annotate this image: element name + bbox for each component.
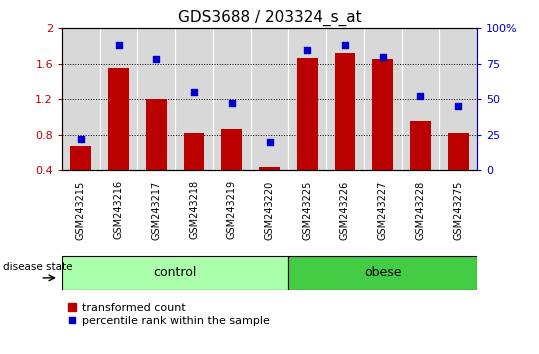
Text: GSM243216: GSM243216: [114, 181, 123, 240]
Bar: [213, 28, 251, 170]
Bar: [297, 58, 317, 170]
Point: [378, 54, 387, 59]
Bar: [222, 129, 242, 170]
Text: GSM243275: GSM243275: [453, 181, 463, 240]
Bar: [288, 28, 326, 170]
Bar: [62, 28, 100, 170]
Point: [152, 57, 161, 62]
Bar: [439, 28, 477, 170]
Text: GSM243227: GSM243227: [378, 181, 388, 240]
Bar: [108, 68, 129, 170]
Bar: [372, 59, 393, 170]
Bar: [402, 28, 439, 170]
Text: GSM243225: GSM243225: [302, 181, 312, 240]
Title: GDS3688 / 203324_s_at: GDS3688 / 203324_s_at: [178, 9, 361, 25]
Bar: [71, 146, 91, 170]
Point: [454, 103, 462, 109]
Text: GSM243228: GSM243228: [416, 181, 425, 240]
Text: GSM243219: GSM243219: [227, 181, 237, 240]
Text: disease state: disease state: [3, 262, 73, 272]
Bar: [288, 256, 477, 290]
Bar: [326, 28, 364, 170]
Point: [303, 47, 312, 52]
Bar: [146, 99, 167, 170]
Point: [190, 89, 198, 95]
Text: obese: obese: [364, 266, 402, 279]
Bar: [364, 28, 402, 170]
Bar: [410, 121, 431, 170]
Bar: [175, 28, 213, 170]
Bar: [137, 28, 175, 170]
Bar: [448, 133, 468, 170]
Point: [341, 42, 349, 48]
Point: [77, 136, 85, 142]
Bar: [100, 28, 137, 170]
Bar: [259, 167, 280, 170]
Bar: [251, 28, 288, 170]
Text: GSM243220: GSM243220: [265, 181, 274, 240]
Bar: [335, 53, 355, 170]
Point: [114, 42, 123, 48]
Bar: [62, 256, 288, 290]
Text: GSM243218: GSM243218: [189, 181, 199, 240]
Bar: [184, 133, 204, 170]
Point: [416, 93, 425, 99]
Point: [227, 101, 236, 106]
Text: GSM243215: GSM243215: [76, 181, 86, 240]
Point: [265, 139, 274, 144]
Legend: transformed count, percentile rank within the sample: transformed count, percentile rank withi…: [67, 303, 270, 326]
Text: control: control: [154, 266, 197, 279]
Text: GSM243217: GSM243217: [151, 181, 161, 240]
Text: GSM243226: GSM243226: [340, 181, 350, 240]
